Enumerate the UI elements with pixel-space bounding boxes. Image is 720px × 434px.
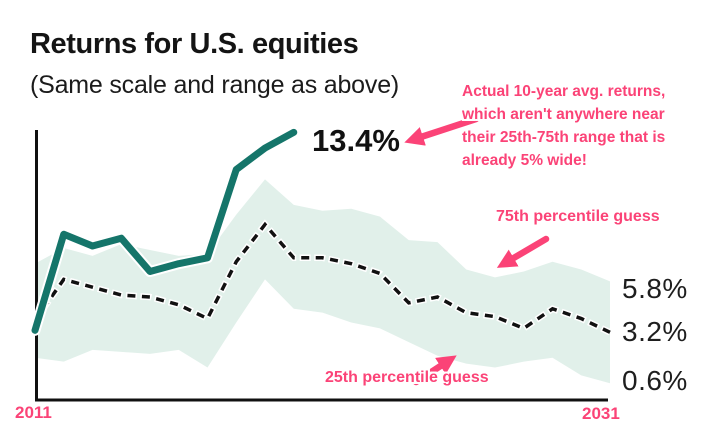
page-subtitle: (Same scale and range as above) <box>30 71 399 100</box>
x-axis-label-end: 2031 <box>582 404 620 424</box>
annotation-line: already 5% wide! <box>462 149 718 172</box>
arrow-to-p75-band <box>512 239 546 259</box>
p75-end-value-label: 5.8% <box>622 273 688 305</box>
annotation-line: Actual 10-year avg. returns, <box>462 80 718 103</box>
chart-figure: Returns for U.S. equities (Same scale an… <box>0 0 720 434</box>
median-end-value-label: 3.2% <box>622 316 688 348</box>
page-title: Returns for U.S. equities <box>30 28 358 61</box>
actual-returns-annotation: Actual 10-year avg. returns, which aren'… <box>462 80 718 172</box>
p25-end-value-label: 0.6% <box>622 365 688 397</box>
annotation-line: which aren't anywhere near <box>462 103 718 126</box>
actual-end-value-label: 13.4% <box>312 123 400 159</box>
annotation-line: their 25th-75th range that is <box>462 126 718 149</box>
p25-note-label: 25th percentile guess <box>325 369 489 387</box>
x-axis-label-start: 2011 <box>15 403 52 423</box>
p75-note-label: 75th percentile guess <box>496 208 660 226</box>
